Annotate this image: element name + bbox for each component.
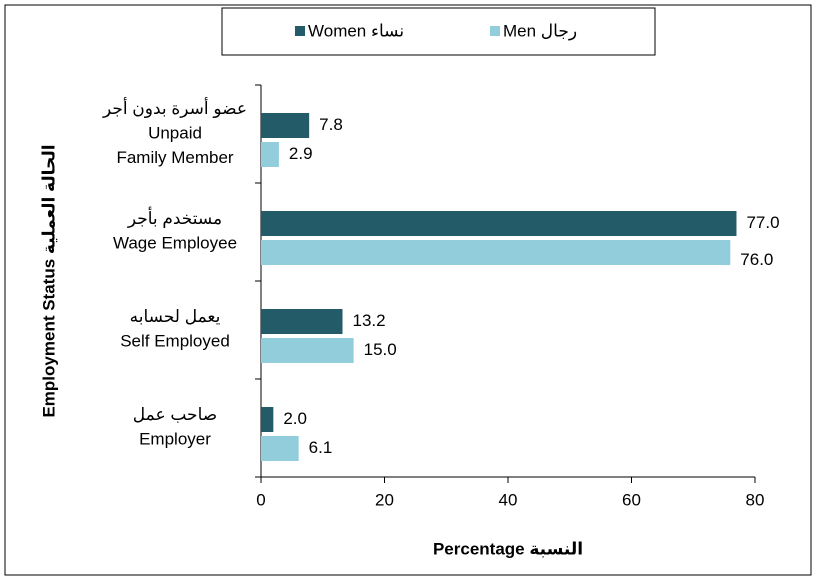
- legend-swatch: [295, 26, 305, 36]
- x-tick-label: 80: [746, 490, 765, 509]
- legend-box: [221, 7, 656, 56]
- x-tick-label: 20: [375, 490, 394, 509]
- x-tick-label: 60: [622, 490, 641, 509]
- y-tick-label: Employer: [139, 430, 211, 449]
- y-tick-label: يعمل لحسابه: [130, 307, 221, 326]
- bar: [261, 407, 274, 432]
- bar: [261, 309, 343, 334]
- x-axis-label: Percentage النسبة: [433, 539, 583, 558]
- bar: [261, 338, 354, 363]
- value-label: 77.0: [746, 213, 779, 232]
- y-tick-label: Family Member: [116, 148, 233, 167]
- y-tick-label: Unpaid: [148, 123, 202, 142]
- value-label: 6.1: [309, 438, 333, 457]
- bar: [261, 240, 731, 265]
- bar: [261, 142, 279, 167]
- legend-label: Men رجال: [503, 21, 577, 40]
- value-label: 2.0: [283, 409, 307, 428]
- y-axis-label: Employment Status الحالة العملية: [39, 144, 58, 417]
- y-tick-label: Self Employed: [120, 332, 230, 351]
- value-label: 76.0: [740, 250, 773, 269]
- y-tick-label: عضو أسرة بدون أجر: [102, 97, 247, 118]
- bar: [261, 436, 299, 461]
- value-label: 13.2: [353, 311, 386, 330]
- bar: [261, 211, 737, 236]
- y-tick-label: صاحب عمل: [133, 405, 217, 424]
- legend-swatch: [490, 26, 500, 36]
- x-tick-label: 0: [256, 490, 265, 509]
- legend-label: Women نساء: [308, 21, 404, 40]
- value-label: 15.0: [364, 340, 397, 359]
- value-label: 7.8: [319, 115, 343, 134]
- frame: [4, 4, 812, 576]
- y-tick-label: Wage Employee: [113, 234, 237, 253]
- bar: [261, 113, 310, 138]
- x-tick-label: 40: [499, 490, 518, 509]
- y-tick-label: مستخدم بأجر: [127, 206, 222, 228]
- value-label: 2.9: [289, 144, 313, 163]
